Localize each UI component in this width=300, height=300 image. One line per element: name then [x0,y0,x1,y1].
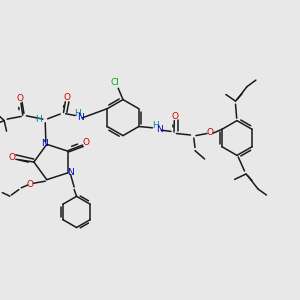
Text: Cl: Cl [110,78,119,87]
Text: O: O [63,93,70,102]
Text: O: O [207,128,214,137]
Text: O: O [8,153,16,162]
Text: H: H [74,109,80,118]
Text: N: N [41,139,48,148]
Text: O: O [27,180,34,189]
Text: N: N [67,168,74,177]
Text: N: N [77,112,84,122]
Text: H: H [152,122,159,130]
Text: O: O [17,94,24,103]
Text: O: O [171,112,178,121]
Text: H: H [35,115,42,124]
Text: O: O [82,138,90,147]
Text: N: N [156,125,163,134]
